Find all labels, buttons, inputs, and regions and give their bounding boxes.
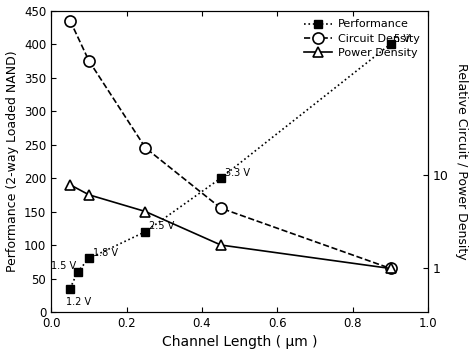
X-axis label: Channel Length ( μm ): Channel Length ( μm ): [162, 335, 318, 349]
Power Density: [143, 209, 148, 214]
Circuit Density: [67, 18, 73, 23]
Power Density: [218, 243, 224, 247]
Text: 5 V: 5 V: [394, 34, 410, 44]
Line: Circuit Density: Circuit Density: [64, 15, 396, 274]
Performance: [143, 229, 148, 234]
Legend: Performance, Circuit Density, Power Density: Performance, Circuit Density, Power Dens…: [301, 16, 423, 62]
Text: 3.3 V: 3.3 V: [225, 168, 250, 178]
Circuit Density: [86, 59, 92, 63]
Text: 2.5 V: 2.5 V: [149, 221, 174, 231]
Power Density: [86, 193, 92, 197]
Circuit Density: [218, 206, 224, 210]
Power Density: [388, 266, 393, 271]
Circuit Density: [388, 266, 393, 271]
Performance: [218, 176, 224, 180]
Performance: [75, 270, 81, 274]
Performance: [388, 42, 393, 46]
Performance: [86, 256, 92, 261]
Text: 1.8 V: 1.8 V: [93, 248, 118, 258]
Text: 1.5 V: 1.5 V: [51, 262, 76, 272]
Performance: [67, 286, 73, 291]
Line: Performance: Performance: [66, 40, 395, 293]
Y-axis label: Performance (2-way Loaded NAND): Performance (2-way Loaded NAND): [6, 50, 18, 272]
Circuit Density: [143, 146, 148, 150]
Line: Power Density: Power Density: [65, 180, 395, 273]
Power Density: [67, 182, 73, 187]
Text: 1.2 V: 1.2 V: [66, 297, 91, 307]
Y-axis label: Relative Circuit / Power Density: Relative Circuit / Power Density: [456, 63, 468, 260]
